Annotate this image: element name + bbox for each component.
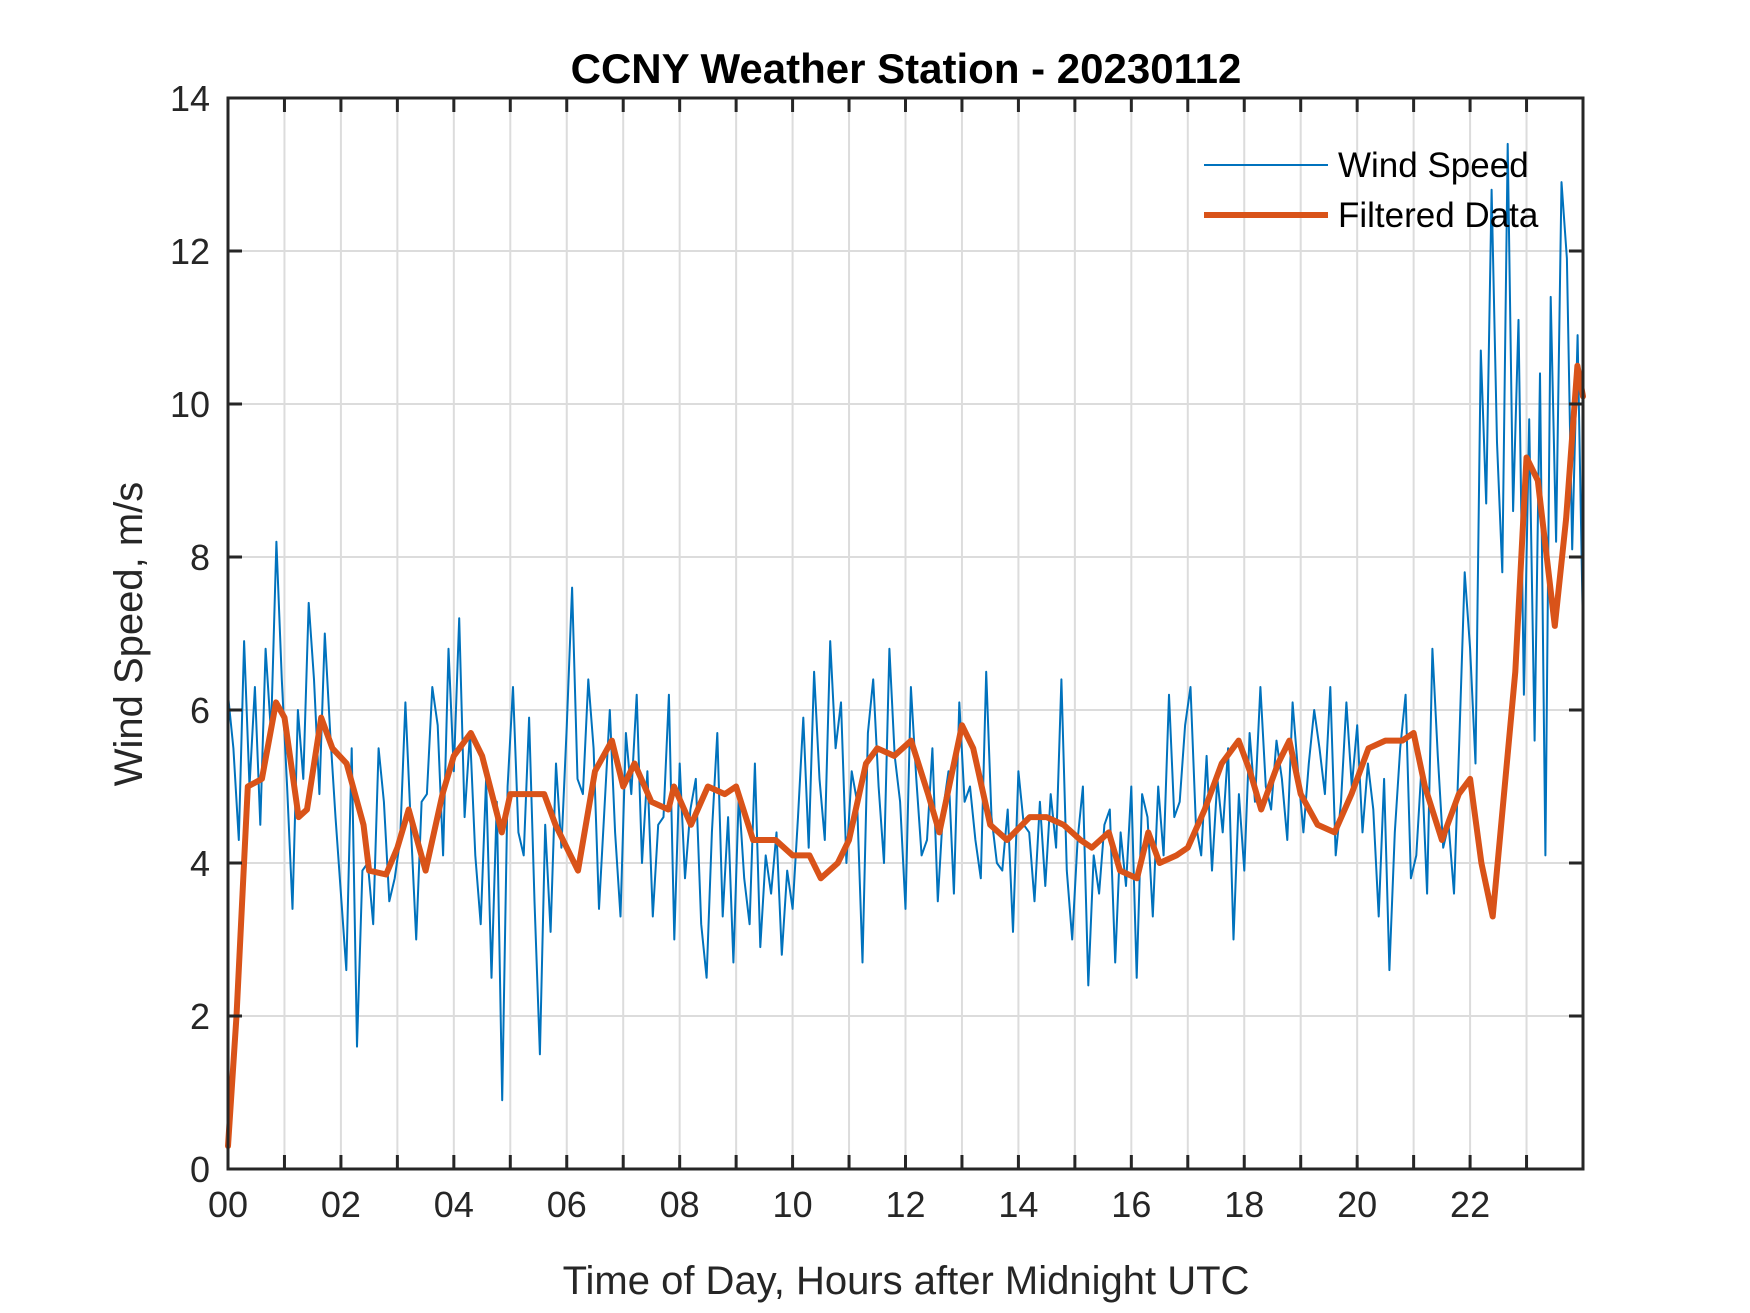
y-tick-label: 0 — [190, 1149, 210, 1190]
series-wind-speed — [227, 142, 1584, 1102]
ticks — [226, 96, 1585, 1171]
grid-lines — [228, 98, 1583, 1169]
x-tick-label: 20 — [1337, 1184, 1377, 1225]
x-tick-label: 04 — [434, 1184, 474, 1225]
legend: Wind Speed Filtered Data — [1204, 146, 1539, 235]
x-tick-labels: 00 02 04 06 08 10 12 14 16 18 20 22 — [208, 1184, 1490, 1225]
chart-title: CCNY Weather Station - 20230112 — [571, 45, 1242, 92]
y-axis-label: Wind Speed, m/s — [107, 482, 151, 787]
y-tick-label: 6 — [190, 690, 210, 731]
wind-speed-line — [227, 142, 1584, 1102]
series-filtered-data — [225, 362, 1586, 1149]
x-tick-label: 22 — [1450, 1184, 1490, 1225]
legend-label-filtered-data: Filtered Data — [1338, 196, 1539, 235]
y-tick-label: 12 — [170, 231, 210, 272]
x-tick-label: 00 — [208, 1184, 248, 1225]
x-axis-label: Time of Day, Hours after Midnight UTC — [563, 1259, 1250, 1303]
y-tick-label: 8 — [190, 537, 210, 578]
y-tick-label: 4 — [190, 843, 210, 884]
y-tick-labels: 0 2 4 6 8 10 12 14 — [170, 78, 210, 1190]
x-tick-label: 18 — [1224, 1184, 1264, 1225]
legend-label-wind-speed: Wind Speed — [1338, 146, 1529, 185]
x-tick-label: 16 — [1111, 1184, 1151, 1225]
y-tick-label: 10 — [170, 384, 210, 425]
filtered-data-line — [225, 362, 1586, 1149]
x-tick-label: 14 — [998, 1184, 1038, 1225]
x-tick-label: 06 — [547, 1184, 587, 1225]
x-tick-label: 12 — [885, 1184, 925, 1225]
x-tick-label: 10 — [773, 1184, 813, 1225]
y-tick-label: 14 — [170, 78, 210, 119]
x-tick-label: 08 — [660, 1184, 700, 1225]
x-tick-label: 02 — [321, 1184, 361, 1225]
y-tick-label: 2 — [190, 996, 210, 1037]
